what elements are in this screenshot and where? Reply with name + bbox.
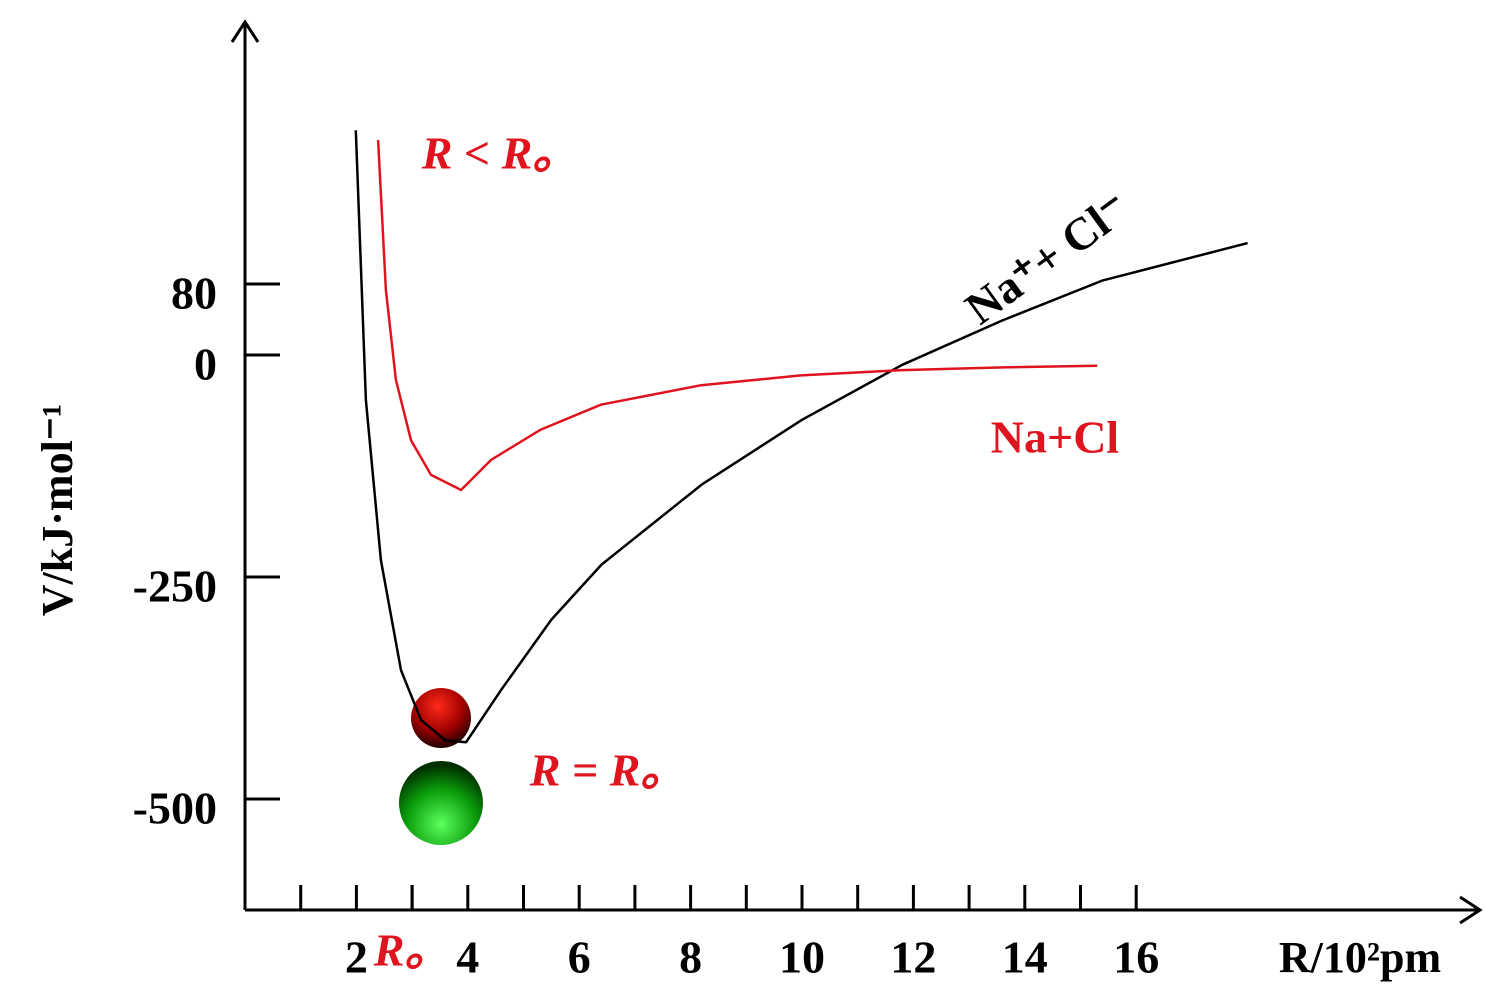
- series-label: Na+Cl: [991, 412, 1119, 463]
- y-tick-label: -500: [133, 783, 217, 834]
- y-tick-label: 0: [194, 339, 217, 390]
- x-tick-label: 10: [779, 932, 825, 983]
- x-tick-label: 14: [1002, 932, 1048, 983]
- x-tick-label: 6: [568, 932, 591, 983]
- annotation: R = R。: [529, 745, 687, 796]
- x-tick-label: 16: [1113, 932, 1159, 983]
- x-tick-label: 4: [456, 932, 479, 983]
- y-tick-label: 80: [171, 268, 217, 319]
- x-axis-label: R/10²pm: [1279, 933, 1441, 982]
- x-tick-label: 8: [679, 932, 702, 983]
- x-tick-label: 12: [890, 932, 936, 983]
- annotation: R < R。: [421, 128, 579, 179]
- series-label: Na⁺+ Cl⁻: [956, 182, 1138, 334]
- chart: R/10²pm V/kJ·mol⁻¹ R < R。 R = R。 Na⁺+ Cl…: [0, 0, 1485, 993]
- y-axis-label: V/kJ·mol⁻¹: [33, 404, 82, 616]
- anion-ball: [399, 761, 483, 845]
- x-tick-label: 2: [345, 932, 368, 983]
- x-tick-label: R。: [373, 925, 451, 976]
- y-tick-label: -250: [133, 561, 217, 612]
